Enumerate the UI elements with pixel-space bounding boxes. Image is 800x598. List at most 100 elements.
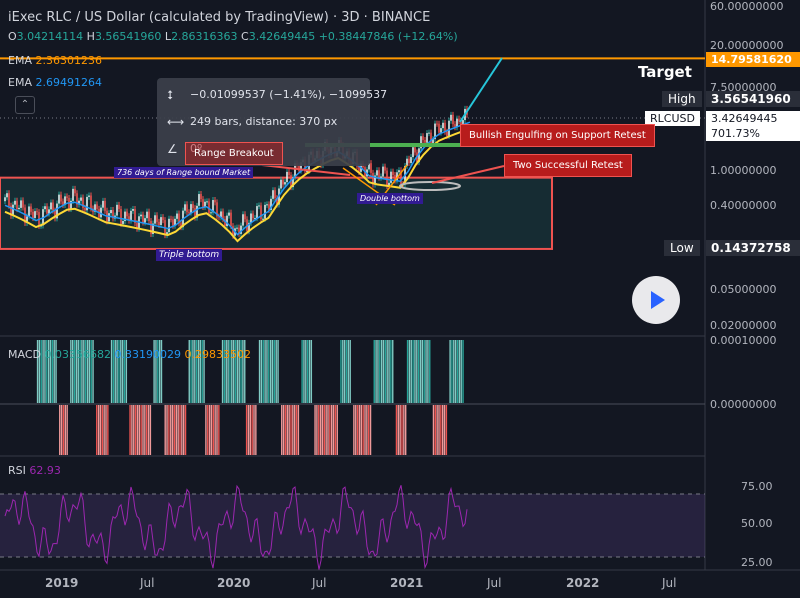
macd-bar bbox=[184, 405, 187, 455]
macd-bar bbox=[314, 405, 316, 455]
range-breakout-annotation[interactable]: Range Breakout bbox=[185, 142, 283, 165]
macd-bar bbox=[170, 405, 172, 455]
macd-bar bbox=[306, 340, 309, 403]
macd-bar bbox=[103, 405, 105, 455]
macd-bar bbox=[316, 405, 318, 455]
macd-bar bbox=[36, 340, 39, 403]
range-box bbox=[0, 176, 553, 250]
candle-body bbox=[432, 139, 434, 145]
bar-range-icon: ⟷ bbox=[167, 115, 185, 129]
candle-body bbox=[156, 215, 158, 222]
macd-bar bbox=[414, 340, 416, 403]
measure-bars: 249 bars, distance: 370 px bbox=[190, 115, 338, 128]
collapse-legend-button[interactable]: ⌃ bbox=[15, 96, 35, 114]
bullish-engulfing-annotation[interactable]: Bullish Engulfing on Support Retest bbox=[460, 124, 655, 147]
macd-bar bbox=[390, 340, 392, 403]
candle-body bbox=[180, 223, 182, 228]
macd-bar bbox=[149, 405, 152, 455]
macd-bar bbox=[375, 340, 377, 403]
macd-bar bbox=[59, 405, 61, 455]
candle-body bbox=[400, 170, 402, 184]
candle-body bbox=[280, 179, 282, 189]
macd-bar bbox=[258, 340, 261, 403]
macd-bar bbox=[144, 405, 146, 455]
macd-bar bbox=[325, 405, 327, 455]
candle-body bbox=[376, 170, 378, 176]
macd-bar bbox=[207, 405, 209, 455]
candle-body bbox=[284, 182, 286, 185]
macd-bar bbox=[264, 340, 266, 403]
candle-body bbox=[166, 232, 168, 236]
candle-body bbox=[162, 217, 164, 221]
triple-bottom-tag[interactable]: Triple bottom bbox=[156, 249, 223, 261]
macd-bar bbox=[321, 405, 324, 455]
macd-bar bbox=[253, 405, 255, 455]
candle-body bbox=[160, 217, 162, 226]
candle-body bbox=[20, 200, 22, 208]
macd-bar bbox=[229, 340, 231, 403]
macd-bar bbox=[242, 340, 244, 403]
macd-bar bbox=[225, 340, 227, 403]
macd-bar bbox=[192, 340, 194, 403]
ema-legend-2[interactable]: EMA 2.69491264 bbox=[8, 76, 102, 89]
macd-bar bbox=[406, 340, 409, 403]
macd-bar bbox=[197, 340, 200, 403]
candle-body bbox=[384, 166, 386, 171]
candle-body bbox=[94, 204, 96, 212]
macd-tick: 0.00010000 bbox=[710, 334, 777, 347]
macd-bar bbox=[210, 405, 213, 455]
macd-bar bbox=[66, 405, 68, 455]
high-price-label: 3.56541960 bbox=[706, 91, 800, 107]
play-button[interactable] bbox=[632, 276, 680, 324]
macd-bar bbox=[392, 340, 394, 403]
candle-body bbox=[380, 176, 382, 178]
candle-body bbox=[454, 124, 456, 128]
macd-bar bbox=[51, 340, 54, 403]
candle-body bbox=[50, 202, 52, 210]
rsi-legend[interactable]: RSI 62.93 bbox=[8, 464, 61, 477]
candle-body bbox=[96, 204, 98, 209]
macd-bar bbox=[368, 405, 370, 455]
macd-bar bbox=[353, 405, 355, 455]
candle-body bbox=[174, 218, 176, 226]
macd-bar bbox=[434, 405, 436, 455]
two-retest-annotation[interactable]: Two Successful Retest bbox=[504, 154, 632, 177]
candle-body bbox=[192, 204, 194, 209]
candle-body bbox=[408, 158, 410, 164]
macd-bar bbox=[218, 405, 220, 455]
candle-body bbox=[46, 206, 48, 214]
double-bottom-tag[interactable]: Double bottom bbox=[357, 193, 423, 204]
macd-bar bbox=[443, 405, 446, 455]
range-days-tag[interactable]: 736 days of Range bound Market bbox=[114, 167, 254, 178]
macd-bar bbox=[138, 405, 140, 455]
macd-bar bbox=[277, 340, 279, 403]
macd-bar bbox=[262, 340, 264, 403]
candle-body bbox=[264, 204, 266, 219]
candle-body bbox=[222, 211, 224, 220]
macd-bar bbox=[232, 340, 235, 403]
candle-body bbox=[78, 200, 80, 205]
macd-bar bbox=[238, 340, 240, 403]
candle-body bbox=[152, 223, 154, 234]
candle-body bbox=[398, 170, 400, 173]
target-annotation[interactable]: Target bbox=[638, 63, 692, 81]
macd-bar bbox=[410, 340, 412, 403]
macd-bar bbox=[380, 340, 383, 403]
macd-bar bbox=[112, 340, 115, 403]
candle-body bbox=[148, 211, 150, 222]
candle-body bbox=[232, 226, 234, 236]
macd-legend[interactable]: MACD 0.03356682 0.33190029 0.29833502 bbox=[8, 348, 251, 361]
x-tick: 2020 bbox=[217, 576, 251, 590]
candle-body bbox=[100, 207, 102, 218]
macd-bar bbox=[355, 405, 357, 455]
candle-body bbox=[216, 202, 218, 217]
ema-legend-1[interactable]: EMA 2.36301236 bbox=[8, 54, 102, 67]
macd-bar bbox=[288, 405, 290, 455]
candle-body bbox=[274, 190, 276, 199]
macd-bar bbox=[195, 340, 198, 403]
macd-bar bbox=[436, 405, 438, 455]
target-price-label: 14.79581620 bbox=[706, 52, 800, 67]
macd-bar bbox=[290, 405, 292, 455]
macd-bar bbox=[46, 340, 48, 403]
